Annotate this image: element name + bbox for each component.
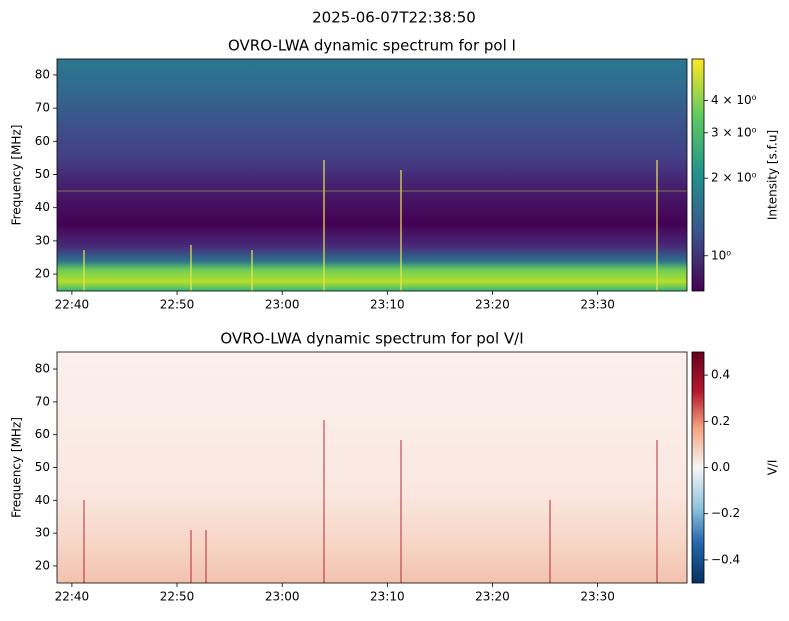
x-tick-label: 23:30	[580, 590, 615, 604]
heatmap-image	[57, 59, 687, 291]
y-axis-label: Frequency [MHz]	[10, 417, 24, 518]
chart-title: OVRO-LWA dynamic spectrum for pol V/I	[220, 330, 523, 348]
y-tick-label: 70	[35, 394, 50, 408]
y-tick-label: 30	[35, 233, 50, 247]
colorbar	[692, 59, 704, 291]
colorbar-tick-label: 10⁰	[711, 248, 731, 262]
colorbar-tick-label: 0.2	[711, 414, 730, 428]
y-tick-label: 30	[35, 526, 50, 540]
y-tick-label: 60	[35, 134, 50, 148]
x-tick-label: 23:20	[475, 590, 510, 604]
colorbar-label: V/I	[766, 460, 780, 476]
y-tick-label: 60	[35, 427, 50, 441]
y-tick-label: 70	[35, 101, 50, 115]
y-axis-label: Frequency [MHz]	[10, 125, 24, 226]
x-tick-label: 23:10	[370, 590, 405, 604]
heatmap-image	[57, 352, 687, 583]
colorbar-tick-label: 0.4	[711, 368, 730, 382]
x-tick-label: 22:40	[55, 590, 90, 604]
plot-frame	[56, 58, 688, 292]
colorbar-tick-label: 4 × 10⁰	[711, 93, 757, 107]
x-tick-label: 23:30	[580, 298, 615, 312]
y-tick-label: 40	[35, 200, 50, 214]
x-tick-label: 23:00	[265, 298, 300, 312]
colorbar-tick-label: 2 × 10⁰	[711, 171, 757, 185]
colorbar-label: Intensity [s.f.u]	[766, 130, 780, 220]
colorbar-frame	[691, 58, 705, 292]
bursts	[83, 160, 658, 291]
y-tick-label: 50	[35, 167, 50, 181]
y-tick-label: 20	[35, 267, 50, 281]
figure-title: 2025-06-07T22:38:50	[312, 9, 476, 27]
y-tick-label: 40	[35, 493, 50, 507]
x-tick-label: 23:20	[475, 298, 510, 312]
x-tick-label: 22:50	[160, 298, 195, 312]
y-tick-label: 20	[35, 558, 50, 572]
colorbar-tick-label: 3 × 10⁰	[711, 125, 757, 139]
bursts	[83, 420, 658, 583]
colorbar	[692, 352, 704, 583]
colorbar-tick-label: −0.2	[711, 506, 740, 520]
y-tick-label: 80	[35, 362, 50, 376]
y-tick-label: 50	[35, 460, 50, 474]
y-tick-label: 80	[35, 67, 50, 81]
colorbar-tick-label: −0.4	[711, 552, 740, 566]
x-tick-label: 23:00	[265, 590, 300, 604]
x-tick-label: 22:40	[55, 298, 90, 312]
x-tick-label: 23:10	[370, 298, 405, 312]
x-tick-label: 22:50	[160, 590, 195, 604]
colorbar-tick-label: 0.0	[711, 460, 730, 474]
chart-title: OVRO-LWA dynamic spectrum for pol I	[228, 37, 516, 55]
